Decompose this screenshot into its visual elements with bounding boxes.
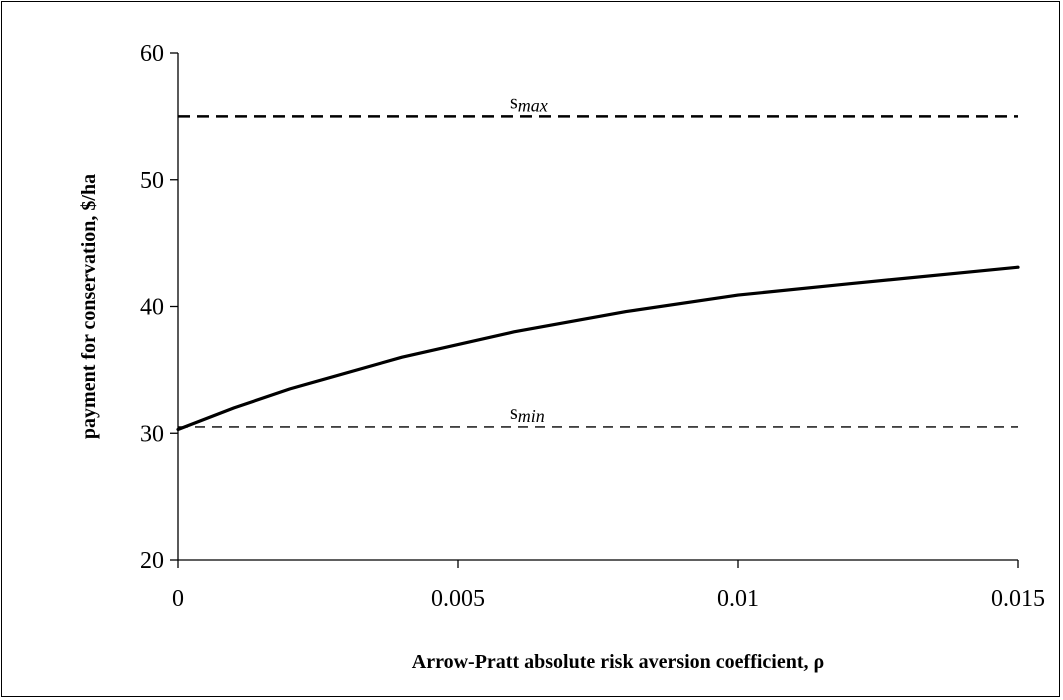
y-axis-label: payment for conservation, $/ha — [78, 174, 100, 439]
y-tick-label: 40 — [140, 295, 164, 321]
ref-label-min: smin — [510, 402, 545, 426]
y-tick-label: 50 — [140, 168, 164, 194]
y-tick-label: 60 — [140, 41, 164, 67]
axes — [177, 53, 1018, 561]
y-ticks: 20 30 40 50 60 — [140, 41, 178, 574]
ref-label-max: smax — [510, 91, 548, 115]
x-tick-label: 0 — [172, 586, 184, 612]
x-axis-label: Arrow-Pratt absolute risk aversion coeff… — [412, 651, 824, 673]
series-group — [176, 265, 1020, 432]
series-line — [176, 265, 1020, 432]
x-tick-label: 0.01 — [717, 586, 759, 612]
x-ticks: 0 0.005 0.01 0.015 — [172, 560, 1045, 612]
x-tick-label: 0.015 — [991, 586, 1045, 612]
x-tick-label: 0.005 — [431, 586, 485, 612]
y-tick-label: 20 — [140, 548, 164, 574]
y-tick-label: 30 — [140, 421, 164, 447]
reference-lines: smax smin — [178, 91, 1018, 428]
